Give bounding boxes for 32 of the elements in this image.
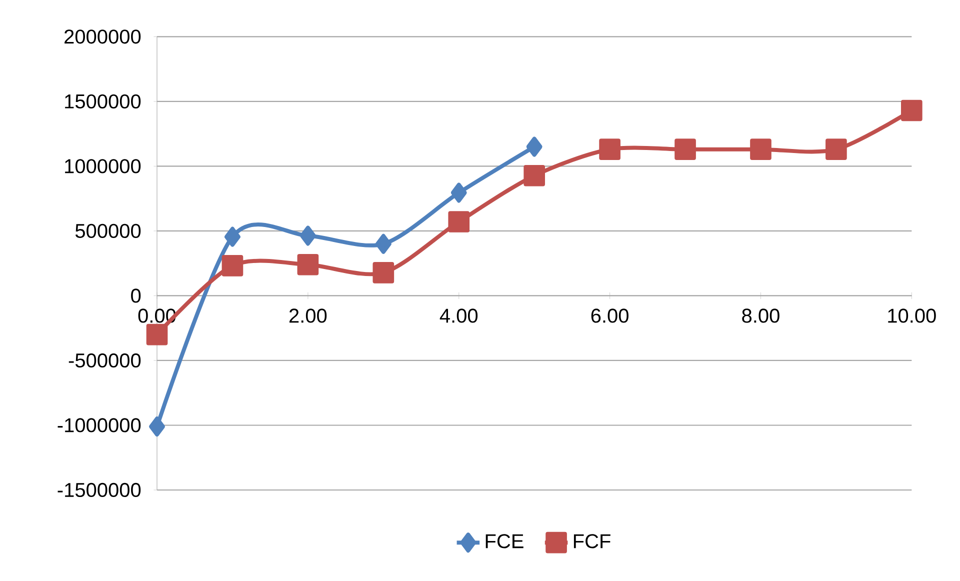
point <box>375 234 392 254</box>
point <box>526 136 542 157</box>
y-tick-label: 500000 <box>75 224 141 238</box>
point <box>524 164 545 186</box>
point <box>674 138 696 160</box>
point <box>146 324 168 346</box>
y-tick-label: 1500000 <box>65 94 141 108</box>
y-tick-label: -500000 <box>68 353 141 368</box>
point <box>222 254 244 276</box>
x-tick-label: 6.00 <box>591 308 628 323</box>
point <box>300 226 316 246</box>
x-tick-label: 10.00 <box>888 308 936 323</box>
y-tick-label: -1000000 <box>58 418 141 432</box>
legend-label: FCF <box>574 534 610 548</box>
point <box>450 182 467 203</box>
y-tick-label: 1000000 <box>65 159 141 174</box>
y-tick-label: -1500000 <box>58 482 141 498</box>
point <box>448 211 470 232</box>
point <box>149 416 166 437</box>
x-tick-label: 2.00 <box>289 308 327 323</box>
point <box>901 100 922 122</box>
y-tick-label: 0 <box>131 288 141 303</box>
x-tick-label: 4.00 <box>440 308 478 323</box>
point <box>224 226 240 247</box>
point <box>297 254 319 276</box>
y-tick-label: 2000000 <box>64 30 141 44</box>
point <box>826 138 847 160</box>
point <box>599 138 620 160</box>
x-tick-label: 8.00 <box>742 308 780 323</box>
point <box>372 262 394 284</box>
legend-label: FCE <box>486 534 524 548</box>
point <box>750 138 772 160</box>
